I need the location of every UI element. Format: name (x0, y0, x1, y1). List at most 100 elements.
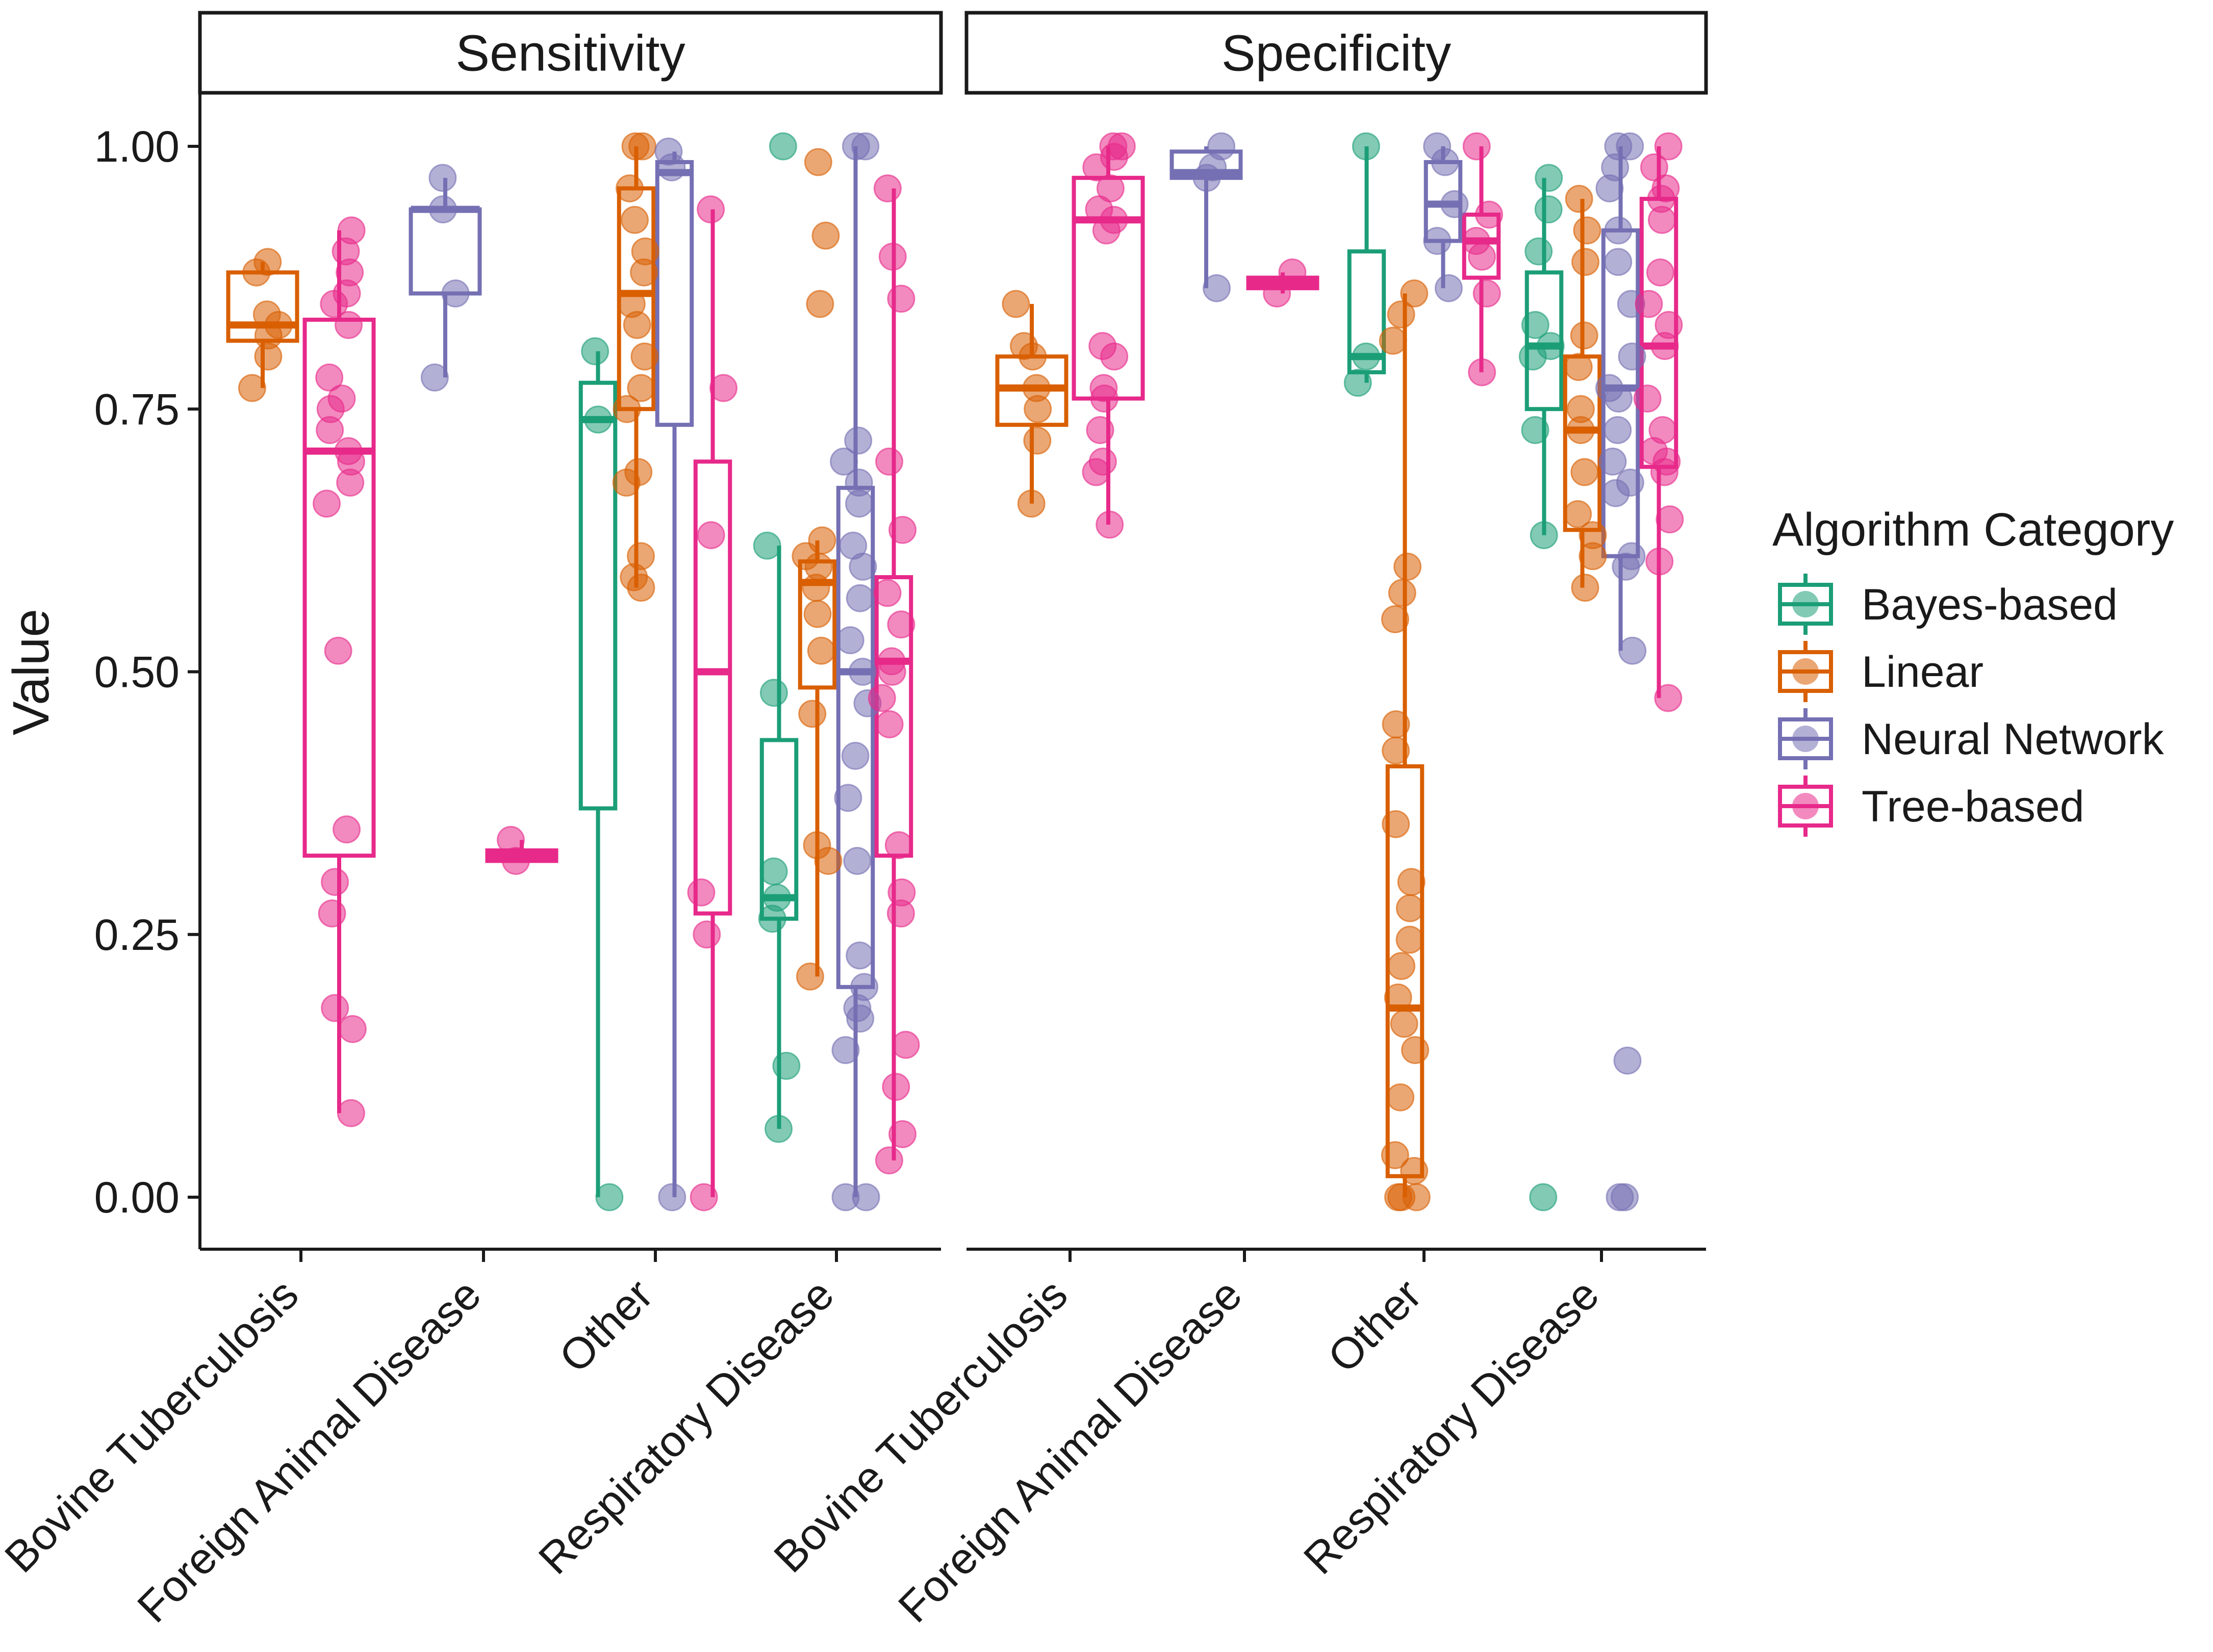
data-point (1633, 384, 1662, 413)
legend-label: Bayes-based (1862, 580, 2118, 629)
data-point (1384, 1183, 1413, 1211)
x-tick-label: Other (1318, 1270, 1431, 1382)
data-point (1393, 552, 1422, 581)
data-point (1192, 164, 1221, 192)
data-point (333, 815, 361, 844)
data-point (887, 610, 915, 639)
box-layer (226, 146, 1678, 1197)
data-point (1092, 216, 1121, 245)
legend-key-point (1792, 726, 1819, 752)
data-point (1475, 200, 1504, 229)
data-point (1601, 479, 1630, 507)
data-point (1090, 384, 1118, 413)
data-point (709, 374, 737, 402)
x-tick-label: Respiratory Disease (1294, 1270, 1608, 1584)
data-point (875, 447, 904, 476)
data-point (846, 1004, 875, 1033)
data-point (1618, 342, 1646, 371)
data-point (1440, 190, 1469, 218)
data-point (845, 489, 874, 518)
data-point (318, 899, 346, 928)
data-point (1352, 132, 1380, 161)
data-point (1395, 925, 1424, 954)
data-point (802, 574, 830, 602)
data-point (1635, 290, 1663, 318)
data-point (1570, 321, 1598, 350)
data-point (1571, 248, 1600, 276)
data-point (1382, 736, 1410, 765)
data-point (627, 374, 655, 402)
data-point (693, 920, 721, 949)
data-point (1468, 242, 1496, 271)
data-point (1387, 300, 1415, 329)
data-point (1524, 237, 1553, 266)
data-point (882, 1073, 910, 1101)
data-point (831, 1036, 860, 1064)
data-point (429, 195, 457, 224)
data-point (1100, 342, 1129, 371)
data-point (1388, 579, 1416, 607)
data-point (1082, 458, 1110, 486)
data-point (238, 374, 266, 402)
data-point (1390, 1010, 1418, 1038)
data-point (335, 311, 363, 339)
legend-label: Linear (1862, 648, 1983, 696)
data-point (1423, 226, 1452, 255)
legend-item-bayes-based: Bayes-based (1778, 574, 2118, 635)
data-point (697, 195, 725, 224)
data-point (878, 242, 907, 271)
legend-item-tree-based: Tree-based (1778, 776, 2084, 837)
data-point (873, 174, 902, 202)
data-point (1381, 605, 1409, 633)
data-point (772, 1051, 801, 1080)
data-point (628, 132, 656, 161)
data-point (1595, 174, 1624, 202)
data-point (313, 489, 341, 518)
box-bayes-based (759, 546, 799, 1129)
data-point (1650, 458, 1678, 486)
data-point (627, 574, 655, 602)
data-point (807, 636, 835, 665)
data-point (321, 868, 349, 896)
legend-key-point (1792, 793, 1819, 819)
data-point (1604, 248, 1633, 276)
data-point (888, 1120, 917, 1148)
data-point (1395, 894, 1424, 922)
data-point (1397, 868, 1426, 896)
data-point (803, 600, 832, 628)
data-point (1604, 416, 1632, 444)
data-point (1566, 416, 1595, 444)
data-point (242, 258, 271, 287)
data-point (1530, 521, 1558, 550)
data-point (1647, 205, 1676, 234)
data-point (613, 395, 641, 423)
data-point (1565, 185, 1593, 213)
data-point (690, 1183, 718, 1211)
x-tick-label: Foreign Animal Disease (889, 1270, 1251, 1632)
data-point (320, 290, 348, 318)
box-tree-based (693, 209, 732, 1197)
data-point (658, 1183, 686, 1211)
data-point (1379, 326, 1407, 355)
data-point (1203, 274, 1231, 302)
data-point (759, 679, 788, 707)
data-point (1646, 258, 1674, 287)
y-tick-label: 0.50 (94, 648, 180, 697)
data-point (1571, 574, 1599, 602)
data-point (1400, 1156, 1429, 1185)
panel-strip-sensitivity (198, 11, 943, 95)
data-point (1343, 369, 1372, 397)
data-point (1534, 195, 1563, 224)
data-point (623, 311, 651, 339)
data-point (849, 552, 877, 581)
data-point (1564, 353, 1593, 381)
data-point (1082, 153, 1111, 182)
y-tick-label: 0.75 (94, 385, 180, 434)
box-body (655, 160, 694, 427)
y-tick-label: 1.00 (94, 122, 180, 171)
data-point (875, 1146, 903, 1175)
data-point (1381, 1141, 1409, 1170)
data-point (1654, 132, 1683, 161)
data-point (1521, 311, 1549, 339)
